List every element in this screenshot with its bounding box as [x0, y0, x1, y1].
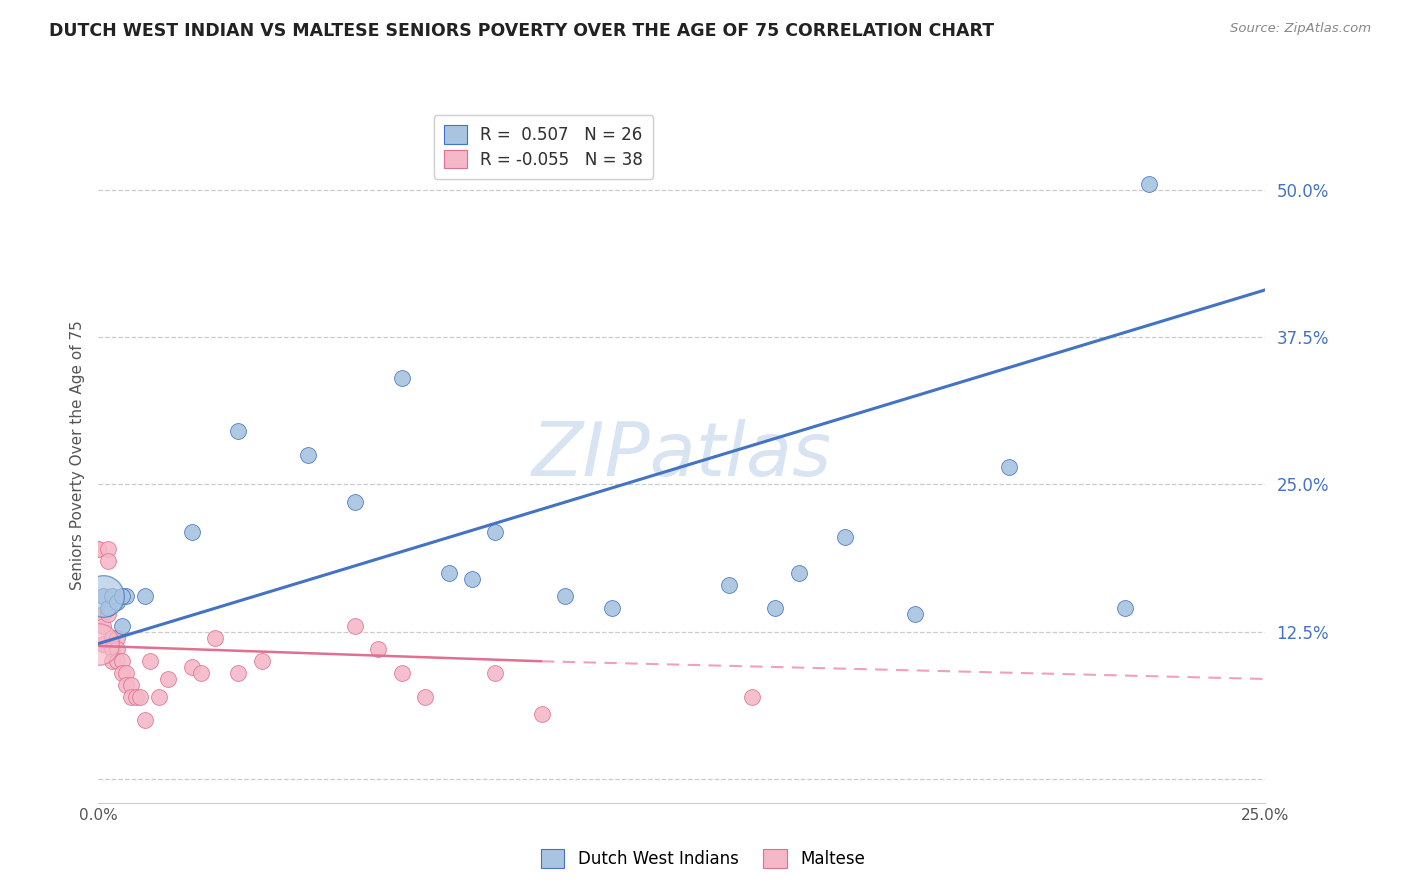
Point	[120, 690, 142, 704]
Point	[461, 572, 484, 586]
Point	[105, 631, 128, 645]
Point	[554, 590, 576, 604]
Point	[787, 566, 810, 580]
Point	[134, 590, 156, 604]
Point	[834, 531, 856, 545]
Point	[190, 666, 212, 681]
Point	[250, 654, 273, 668]
Point	[101, 654, 124, 668]
Point	[997, 459, 1019, 474]
Point	[717, 577, 740, 591]
Point	[105, 595, 128, 609]
Point	[120, 678, 142, 692]
Point	[1114, 601, 1136, 615]
Point	[111, 590, 134, 604]
Point	[87, 542, 110, 557]
Point	[180, 660, 202, 674]
Point	[97, 554, 120, 568]
Point	[904, 607, 927, 621]
Text: Source: ZipAtlas.com: Source: ZipAtlas.com	[1230, 22, 1371, 36]
Point	[97, 542, 120, 557]
Point	[115, 590, 138, 604]
Point	[111, 654, 134, 668]
Point	[134, 713, 156, 727]
Point	[111, 666, 134, 681]
Point	[763, 601, 786, 615]
Point	[437, 566, 460, 580]
Point	[111, 619, 134, 633]
Point	[530, 707, 553, 722]
Point	[91, 590, 114, 604]
Point	[297, 448, 319, 462]
Point	[157, 672, 180, 686]
Point	[344, 619, 367, 633]
Point	[228, 666, 250, 681]
Point	[101, 642, 124, 657]
Legend: Dutch West Indians, Maltese: Dutch West Indians, Maltese	[534, 843, 872, 875]
Point	[391, 666, 413, 681]
Point	[600, 601, 623, 615]
Point	[101, 590, 124, 604]
Point	[180, 524, 202, 539]
Point	[87, 542, 110, 557]
Point	[204, 631, 226, 645]
Point	[97, 607, 120, 621]
Legend: R =  0.507   N = 26, R = -0.055   N = 38: R = 0.507 N = 26, R = -0.055 N = 38	[433, 115, 652, 178]
Point	[97, 601, 120, 615]
Point	[228, 425, 250, 439]
Point	[484, 666, 506, 681]
Point	[413, 690, 436, 704]
Point	[344, 495, 367, 509]
Point	[741, 690, 763, 704]
Point	[115, 666, 138, 681]
Point	[125, 690, 148, 704]
Point	[91, 590, 114, 604]
Point	[91, 619, 114, 633]
Point	[91, 637, 114, 651]
Point	[1137, 177, 1160, 191]
Point	[91, 607, 114, 621]
Point	[115, 678, 138, 692]
Y-axis label: Seniors Poverty Over the Age of 75: Seniors Poverty Over the Age of 75	[69, 320, 84, 590]
Point	[391, 371, 413, 385]
Text: DUTCH WEST INDIAN VS MALTESE SENIORS POVERTY OVER THE AGE OF 75 CORRELATION CHAR: DUTCH WEST INDIAN VS MALTESE SENIORS POV…	[49, 22, 994, 40]
Text: ZIPatlas: ZIPatlas	[531, 419, 832, 491]
Point	[129, 690, 152, 704]
Point	[367, 642, 389, 657]
Point	[87, 637, 110, 651]
Point	[105, 654, 128, 668]
Point	[105, 642, 128, 657]
Point	[139, 654, 162, 668]
Point	[148, 690, 170, 704]
Point	[484, 524, 506, 539]
Point	[101, 631, 124, 645]
